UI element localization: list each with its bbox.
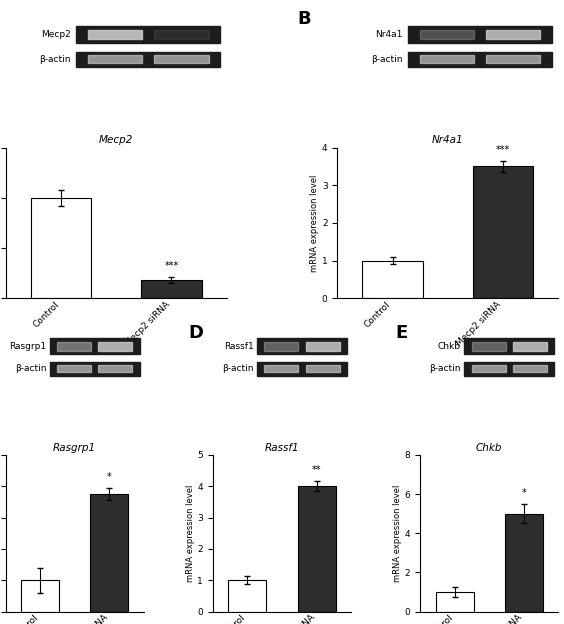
Bar	[505, 514, 543, 612]
Text: E: E	[395, 324, 408, 343]
Bar	[513, 342, 547, 351]
Bar	[76, 52, 220, 67]
Bar	[57, 366, 91, 373]
Bar	[154, 30, 209, 39]
Bar	[141, 280, 202, 298]
Bar	[257, 362, 347, 376]
Y-axis label: mRNA expression level: mRNA expression level	[186, 484, 195, 582]
Bar	[306, 342, 340, 351]
Bar	[265, 366, 298, 373]
Bar	[408, 26, 552, 44]
Text: Rassf1: Rassf1	[224, 342, 254, 351]
Bar	[298, 486, 336, 612]
Bar	[420, 30, 474, 39]
Text: **: **	[312, 466, 321, 475]
Bar	[30, 198, 91, 298]
Bar	[50, 362, 140, 376]
Title: Chkb: Chkb	[476, 442, 503, 452]
Bar	[90, 494, 128, 612]
Text: β-actin: β-actin	[371, 55, 403, 64]
Y-axis label: mRNA expression level: mRNA expression level	[393, 484, 402, 582]
Bar	[265, 342, 298, 351]
Title: Nr4a1: Nr4a1	[432, 135, 464, 145]
Title: Mecp2: Mecp2	[99, 135, 133, 145]
Bar	[472, 342, 506, 351]
Bar	[228, 580, 266, 612]
Bar	[464, 362, 554, 376]
Bar	[362, 261, 423, 298]
Bar	[154, 56, 209, 63]
Text: Chkb: Chkb	[438, 342, 461, 351]
Bar	[50, 338, 140, 354]
Title: Rasgrp1: Rasgrp1	[53, 442, 96, 452]
Bar	[257, 338, 347, 354]
Bar	[473, 167, 534, 298]
Text: ***: ***	[496, 145, 510, 155]
Bar	[76, 26, 220, 44]
Bar	[420, 56, 474, 63]
Bar	[98, 342, 133, 351]
Bar	[513, 366, 547, 373]
Text: Nr4a1: Nr4a1	[375, 30, 403, 39]
Bar	[436, 592, 474, 612]
Bar	[472, 366, 506, 373]
Bar	[486, 56, 540, 63]
Bar	[306, 366, 340, 373]
Text: Mecp2: Mecp2	[41, 30, 71, 39]
Text: β-actin: β-actin	[222, 364, 254, 373]
Text: B: B	[297, 11, 311, 29]
Title: Rassf1: Rassf1	[265, 442, 299, 452]
Bar	[408, 52, 552, 67]
Text: D: D	[188, 324, 203, 343]
Bar	[486, 30, 540, 39]
Bar	[88, 30, 143, 39]
Text: *: *	[107, 472, 112, 482]
Text: β-actin: β-actin	[15, 364, 46, 373]
Bar	[464, 338, 554, 354]
Bar	[21, 580, 59, 612]
Bar	[57, 342, 91, 351]
Text: β-actin: β-actin	[429, 364, 461, 373]
Text: Rasgrp1: Rasgrp1	[9, 342, 46, 351]
Bar	[98, 366, 133, 373]
Text: ***: ***	[164, 261, 179, 271]
Bar	[88, 56, 143, 63]
Text: β-actin: β-actin	[39, 55, 71, 64]
Y-axis label: mRNA expression level: mRNA expression level	[310, 174, 319, 271]
Text: *: *	[522, 487, 526, 497]
